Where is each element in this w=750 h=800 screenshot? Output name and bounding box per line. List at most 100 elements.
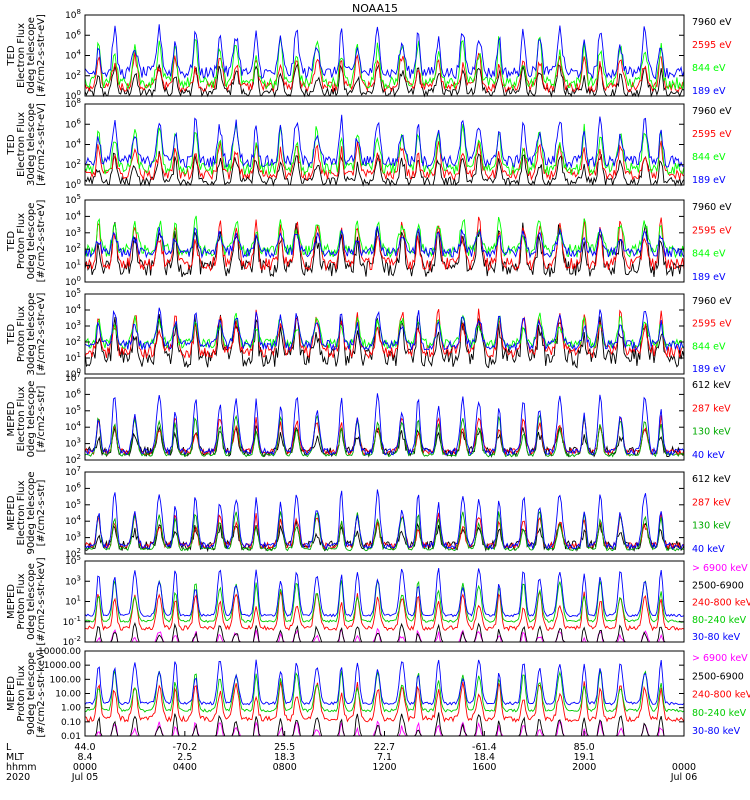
y-axis-label-line: 0deg telescope (26, 203, 37, 280)
panel-frame (84, 471, 685, 555)
series-line-2-4 (84, 114, 684, 169)
series-line-7-1 (85, 627, 684, 643)
legend-entry: 130 keV (692, 427, 731, 438)
x-tick-label: -61.4 (472, 742, 497, 753)
y-tick-label: 106 (65, 387, 81, 400)
series-line-6-2 (84, 512, 685, 551)
y-tick-label: 1.00 (61, 704, 81, 714)
y-axis-label-line: [#/cm2-s-str] (36, 385, 47, 452)
y-tick-label: 108 (65, 8, 81, 21)
legend-entry: 844 eV (692, 249, 726, 260)
legend-entry: 7960 eV (692, 296, 732, 307)
series-line-7-2 (85, 621, 684, 643)
legend-entry: 2595 eV (692, 319, 732, 330)
series-line-2-3 (84, 123, 685, 176)
y-tick-label: 104 (65, 49, 81, 62)
legend-entry: 612 keV (692, 380, 731, 391)
legend-entry: 30-80 keV (692, 726, 741, 737)
series-line-5-4 (84, 393, 685, 457)
y-tick-label: 106 (65, 117, 81, 130)
series-line-2-1 (84, 150, 685, 187)
x-tick-label: 7.1 (377, 752, 392, 763)
series-line-1-4 (84, 24, 685, 80)
legend-entry: 2595 eV (692, 225, 732, 236)
y-tick-label: 104 (65, 209, 81, 222)
legend-entry: 189 eV (692, 175, 726, 186)
y-axis-label-line: TED (6, 231, 17, 252)
y-axis-label-line: [#/cm2-s-str] (36, 479, 47, 546)
series-line-4-1 (84, 314, 685, 369)
series-line-4-3 (84, 312, 685, 350)
legend-entry: 240-800 keV (692, 598, 750, 609)
series-line-2-2 (84, 140, 685, 181)
x-tick-label: 22.7 (374, 742, 395, 753)
series-line-3-4 (84, 226, 685, 259)
x-row-label: L (6, 742, 12, 753)
y-tick-label: 0.01 (61, 732, 81, 742)
x-tick-label: 1600 (472, 762, 496, 773)
series-line-7-4 (84, 579, 685, 624)
y-tick-label: 106 (65, 481, 81, 494)
x-tick-label: 8.4 (77, 752, 92, 763)
y-tick-label: 105 (65, 404, 81, 417)
legend-entry: 189 eV (692, 86, 726, 97)
y-axis-label-line: Electron Flux (16, 112, 27, 177)
legend-entry: 30-80 keV (692, 632, 741, 643)
y-axis-label-line: MEPED (6, 676, 17, 711)
y-tick-label: 0.10 (61, 718, 81, 728)
x-row-label: 2020 (6, 772, 30, 783)
y-tick-label: 103 (65, 226, 81, 239)
figure-title: NOAA15 (352, 2, 398, 15)
y-axis-label-line: 30deg telescope (26, 103, 37, 186)
x-tick-label: 44.0 (74, 742, 95, 753)
legend-entry: 40 keV (692, 544, 725, 555)
series-line-7-3 (84, 591, 685, 632)
y-axis-label-line: TED (6, 134, 17, 155)
y-tick-label: 105 (65, 498, 81, 511)
legend-entry: 2500-6900 (692, 671, 744, 682)
y-tick-label: 100 (65, 178, 81, 191)
y-axis-label-line: MEPED (6, 401, 17, 436)
legend-entry: 844 eV (692, 152, 726, 163)
x-tick-label: 0000 (672, 762, 696, 773)
legend-entry: 844 eV (692, 341, 726, 352)
legend-entry: 189 eV (692, 364, 726, 375)
y-axis-label-line: Electron Flux (16, 23, 27, 88)
y-axis-label-line: MEPED (6, 584, 17, 619)
y-tick-label: 104 (65, 514, 81, 527)
y-tick-label: 105 (65, 287, 81, 300)
x-tick-label: 1200 (372, 762, 396, 773)
x-row-label: MLT (6, 752, 24, 763)
y-tick-label: 107 (65, 465, 81, 478)
y-tick-label: 104 (65, 303, 81, 316)
x-tick-label: 25.5 (274, 742, 295, 753)
legend-entry: 7960 eV (692, 202, 732, 213)
series-line-1-2 (84, 52, 685, 94)
y-tick-label: 105 (65, 193, 81, 206)
legend-entry: > 6900 keV (692, 563, 748, 574)
y-axis-label-line: Proton Flux (16, 573, 27, 629)
y-axis-label-line: 90deg telescope (26, 652, 37, 735)
series-line-8-4 (84, 670, 685, 713)
series-line-7-5 (84, 568, 685, 618)
legend-entry: 2595 eV (692, 129, 732, 140)
y-tick-label: 104 (65, 138, 81, 151)
y-axis-label-line: Electron Flux (16, 386, 27, 451)
y-axis-label-line: [#/cm2-s-str-eV] (36, 200, 47, 283)
y-tick-label: 103 (65, 574, 81, 587)
legend-entry: 40 keV (692, 450, 725, 461)
x-tick-label: 19.1 (574, 752, 595, 763)
series-line-3-1 (84, 221, 685, 278)
y-tick-label: 10-1 (63, 615, 81, 628)
y-tick-label: 102 (65, 242, 81, 255)
y-tick-label: 100.00 (50, 675, 82, 685)
y-tick-label: 101 (65, 595, 81, 608)
y-axis-label-line: TED (6, 45, 17, 66)
legend-entry: 2595 eV (692, 40, 732, 51)
x-tick-label: 18.4 (474, 752, 495, 763)
